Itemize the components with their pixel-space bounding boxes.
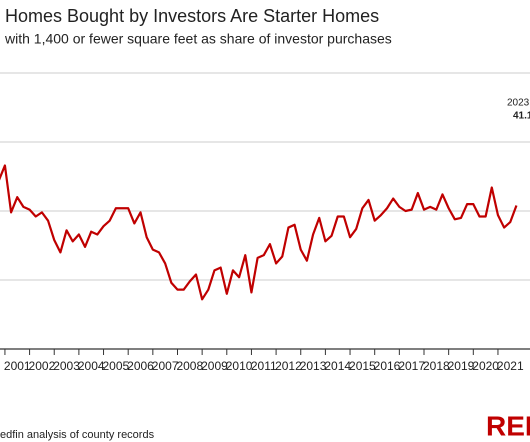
data-line xyxy=(0,164,518,301)
annotation-value: 41.1 xyxy=(513,111,530,122)
x-tick-label: 2010 xyxy=(226,359,253,373)
x-tick-label: 2018 xyxy=(423,359,450,373)
x-tick-label: 2020 xyxy=(472,359,499,373)
x-tick-label: 2017 xyxy=(398,359,425,373)
x-tick-label: 2013 xyxy=(300,359,327,373)
x-tick-label: 2006 xyxy=(127,359,154,373)
x-tick-label: 2021 xyxy=(497,359,524,373)
x-tick-label: 2009 xyxy=(201,359,228,373)
x-tick-label: 2002 xyxy=(29,359,56,373)
x-tick-label: 2011 xyxy=(251,359,277,373)
x-tick-label: 2004 xyxy=(78,359,105,373)
x-tick-label: 2001 xyxy=(4,359,31,373)
x-tick-label: 2015 xyxy=(349,359,376,373)
x-tick-label: 2014 xyxy=(324,359,351,373)
x-tick-label: 2008 xyxy=(176,359,203,373)
chart-title: Homes Bought by Investors Are Starter Ho… xyxy=(5,6,379,26)
x-tick-label: 2016 xyxy=(374,359,401,373)
x-tick-label: 2003 xyxy=(53,359,80,373)
chart-subtitle: with 1,400 or fewer square feet as share… xyxy=(4,31,392,47)
logo: RED xyxy=(486,410,530,441)
x-tick-label: 2007 xyxy=(152,359,179,373)
x-tick-label: 2012 xyxy=(275,359,302,373)
x-tick-label: 2019 xyxy=(448,359,475,373)
source: edfin analysis of county records xyxy=(0,429,155,441)
annotation-label: 2023 xyxy=(507,98,530,109)
x-tick-label: 2005 xyxy=(103,359,130,373)
